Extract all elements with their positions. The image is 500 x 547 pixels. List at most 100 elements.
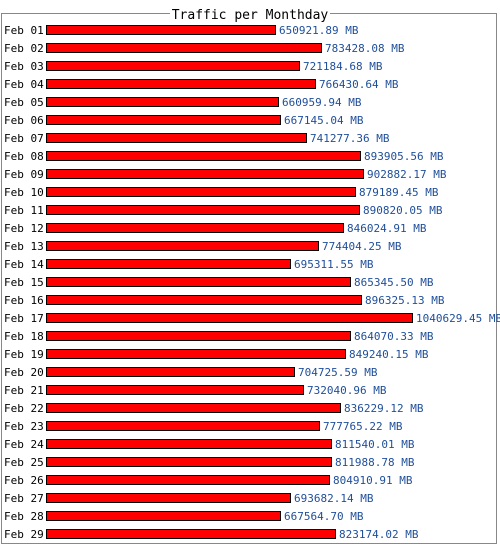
- value-label: 811540.01 MB: [335, 438, 415, 451]
- day-label: Feb 20: [4, 366, 44, 379]
- day-label: Feb 16: [4, 294, 44, 307]
- day-label: Feb 27: [4, 492, 44, 505]
- value-label: 864070.33 MB: [354, 330, 434, 343]
- value-label: 865345.50 MB: [354, 276, 434, 289]
- value-label: 890820.05 MB: [363, 204, 443, 217]
- day-label: Feb 06: [4, 114, 44, 127]
- bar-row: Feb 04 766430.64 MB: [0, 76, 500, 94]
- bar-row: Feb 25 811988.78 MB: [0, 454, 500, 472]
- traffic-bar: [46, 97, 279, 107]
- traffic-bar: [46, 295, 362, 305]
- traffic-bar: [46, 277, 351, 287]
- value-label: 660959.94 MB: [282, 96, 362, 109]
- day-label: Feb 24: [4, 438, 44, 451]
- value-label: 695311.55 MB: [294, 258, 374, 271]
- value-label: 1040629.45 MB: [416, 312, 500, 325]
- bar-row: Feb 09 902882.17 MB: [0, 166, 500, 184]
- day-label: Feb 08: [4, 150, 44, 163]
- day-label: Feb 12: [4, 222, 44, 235]
- traffic-bar: [46, 331, 351, 341]
- traffic-bar: [46, 205, 360, 215]
- value-label: 893905.56 MB: [364, 150, 444, 163]
- bar-row: Feb 01 650921.89 MB: [0, 22, 500, 40]
- day-label: Feb 19: [4, 348, 44, 361]
- value-label: 721184.68 MB: [303, 60, 383, 73]
- traffic-bar: [46, 133, 307, 143]
- bar-row: Feb 27 693682.14 MB: [0, 490, 500, 508]
- value-label: 879189.45 MB: [359, 186, 439, 199]
- value-label: 783428.08 MB: [325, 42, 405, 55]
- bar-row: Feb 24 811540.01 MB: [0, 436, 500, 454]
- bar-row: Feb 02 783428.08 MB: [0, 40, 500, 58]
- day-label: Feb 01: [4, 24, 44, 37]
- day-label: Feb 25: [4, 456, 44, 469]
- traffic-bar: [46, 187, 356, 197]
- day-label: Feb 02: [4, 42, 44, 55]
- value-label: 846024.91 MB: [347, 222, 427, 235]
- value-label: 777765.22 MB: [323, 420, 403, 433]
- day-label: Feb 05: [4, 96, 44, 109]
- value-label: 896325.13 MB: [365, 294, 445, 307]
- day-label: Feb 18: [4, 330, 44, 343]
- day-label: Feb 07: [4, 132, 44, 145]
- day-label: Feb 26: [4, 474, 44, 487]
- day-label: Feb 21: [4, 384, 44, 397]
- traffic-bar: [46, 529, 336, 539]
- day-label: Feb 13: [4, 240, 44, 253]
- traffic-bar: [46, 313, 413, 323]
- value-label: 693682.14 MB: [294, 492, 374, 505]
- bar-row: Feb 06 667145.04 MB: [0, 112, 500, 130]
- day-label: Feb 22: [4, 402, 44, 415]
- value-label: 823174.02 MB: [339, 528, 419, 541]
- value-label: 766430.64 MB: [319, 78, 399, 91]
- day-label: Feb 15: [4, 276, 44, 289]
- bar-row: Feb 18 864070.33 MB: [0, 328, 500, 346]
- traffic-bar: [46, 223, 344, 233]
- traffic-bar: [46, 439, 332, 449]
- bar-row: Feb 10 879189.45 MB: [0, 184, 500, 202]
- day-label: Feb 29: [4, 528, 44, 541]
- traffic-bar: [46, 169, 364, 179]
- bar-row: Feb 03 721184.68 MB: [0, 58, 500, 76]
- traffic-bar: [46, 367, 295, 377]
- day-label: Feb 03: [4, 60, 44, 73]
- day-label: Feb 14: [4, 258, 44, 271]
- bar-row: Feb 15 865345.50 MB: [0, 274, 500, 292]
- bar-row: Feb 14 695311.55 MB: [0, 256, 500, 274]
- value-label: 774404.25 MB: [322, 240, 402, 253]
- bar-row: Feb 22 836229.12 MB: [0, 400, 500, 418]
- day-label: Feb 17: [4, 312, 44, 325]
- traffic-bar: [46, 493, 291, 503]
- bar-row: Feb 20 704725.59 MB: [0, 364, 500, 382]
- value-label: 667145.04 MB: [284, 114, 364, 127]
- bar-row: Feb 07 741277.36 MB: [0, 130, 500, 148]
- bar-row: Feb 11 890820.05 MB: [0, 202, 500, 220]
- bar-row: Feb 12 846024.91 MB: [0, 220, 500, 238]
- bar-row: Feb 21 732040.96 MB: [0, 382, 500, 400]
- day-label: Feb 28: [4, 510, 44, 523]
- bar-row: Feb 16 896325.13 MB: [0, 292, 500, 310]
- traffic-bar: [46, 511, 281, 521]
- bar-row: Feb 13 774404.25 MB: [0, 238, 500, 256]
- bar-row: Feb 23 777765.22 MB: [0, 418, 500, 436]
- traffic-bar: [46, 151, 361, 161]
- bar-row: Feb 17 1040629.45 MB: [0, 310, 500, 328]
- value-label: 902882.17 MB: [367, 168, 447, 181]
- value-label: 704725.59 MB: [298, 366, 378, 379]
- bar-row: Feb 26 804910.91 MB: [0, 472, 500, 490]
- value-label: 741277.36 MB: [310, 132, 390, 145]
- day-label: Feb 10: [4, 186, 44, 199]
- traffic-bar: [46, 403, 341, 413]
- day-label: Feb 04: [4, 78, 44, 91]
- bar-row: Feb 08 893905.56 MB: [0, 148, 500, 166]
- day-label: Feb 23: [4, 420, 44, 433]
- value-label: 811988.78 MB: [335, 456, 415, 469]
- day-label: Feb 11: [4, 204, 44, 217]
- traffic-bar: [46, 457, 332, 467]
- bar-row: Feb 05 660959.94 MB: [0, 94, 500, 112]
- value-label: 836229.12 MB: [344, 402, 424, 415]
- value-label: 732040.96 MB: [307, 384, 387, 397]
- traffic-bar: [46, 43, 322, 53]
- traffic-bar: [46, 79, 316, 89]
- value-label: 667564.70 MB: [284, 510, 364, 523]
